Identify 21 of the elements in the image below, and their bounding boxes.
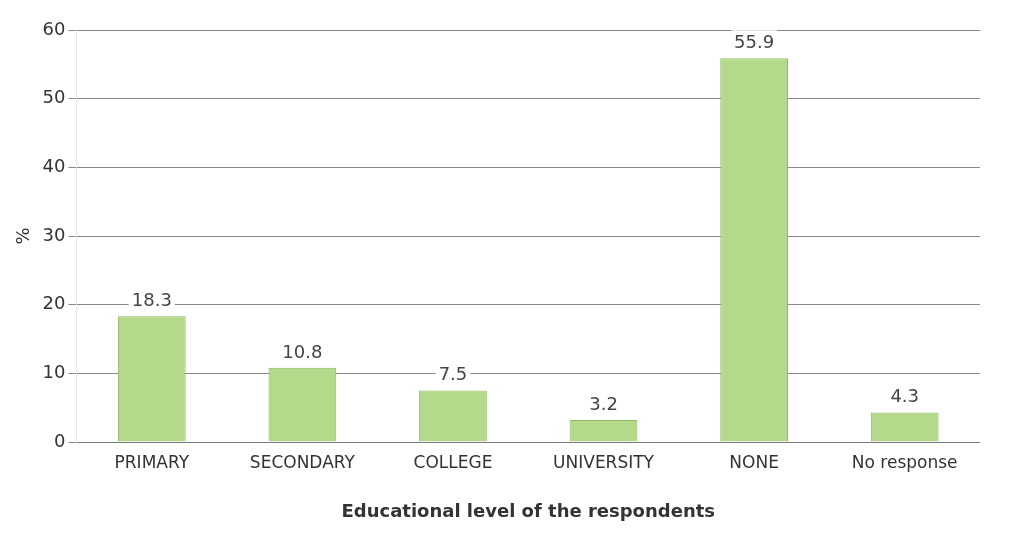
x-tick-label: No response (851, 451, 958, 472)
data-label: 55.9 (734, 30, 775, 52)
x-tick-label: SECONDARY (249, 451, 356, 472)
y-tick-label: 30 (42, 223, 66, 245)
data-label: 10.8 (282, 340, 323, 362)
y-tick-label: 0 (54, 429, 66, 451)
x-tick-label: UNIVERSITY (553, 451, 655, 472)
data-label: 3.2 (589, 392, 618, 414)
y-tick-label: 20 (42, 292, 66, 314)
x-tick-label: COLLEGE (413, 451, 493, 472)
data-label: 7.5 (438, 363, 468, 385)
y-tick-label: 50 (42, 86, 66, 108)
x-axis-title: Educational level of the respondents (341, 499, 716, 521)
y-tick-label: 40 (42, 155, 66, 177)
data-label: 4.3 (890, 385, 920, 407)
x-tick-label: PRIMARY (114, 451, 190, 472)
y-tick-label: 10 (42, 361, 66, 383)
y-tick-label: 60 (42, 17, 66, 39)
data-label: 18.3 (131, 289, 172, 311)
y-axis-title: % (12, 227, 34, 245)
x-tick-label: NONE (729, 451, 779, 472)
